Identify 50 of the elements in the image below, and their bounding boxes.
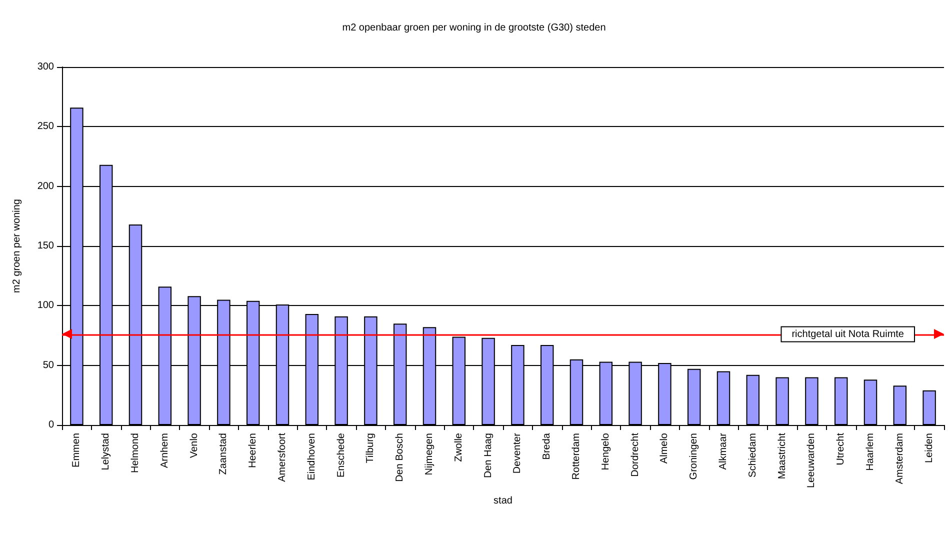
bar [746, 374, 760, 425]
x-tick-label: Enschede [336, 432, 347, 478]
x-tick-label: Leiden [924, 433, 935, 464]
y-tick-label: 250 [37, 121, 54, 132]
x-tick-label: Helmond [130, 433, 141, 474]
x-tick-label: Amersfoort [277, 432, 288, 482]
x-tick-label: Hengelo [600, 432, 612, 470]
bar [805, 377, 818, 425]
x-tick-label: Heerlen [248, 433, 259, 468]
x-tick-label: Den Bosch [394, 433, 406, 482]
bar [776, 377, 789, 425]
x-tick-label: Breda [542, 432, 553, 460]
x-tick-label: Tilburg [365, 433, 376, 464]
x-tick-label: Lelystad [100, 433, 112, 470]
x-tick-label: Utrecht [836, 432, 847, 466]
y-tick-label: 150 [37, 240, 54, 252]
x-tick-label: Haarlem [865, 433, 876, 471]
bar [893, 386, 907, 425]
chart-title: m2 openbaar groen per woning in de grootste (G30) steden [342, 22, 606, 34]
bar [834, 377, 848, 425]
y-tick-label: 300 [37, 62, 54, 72]
x-tick-label: Eindhoven [306, 433, 318, 480]
x-tick-label: Dordrecht [630, 432, 641, 477]
x-tick-label: Arnhem [159, 433, 170, 468]
x-tick-label: Emmen [71, 433, 82, 468]
bar [687, 368, 701, 425]
y-tick-label: 50 [42, 360, 54, 371]
x-tick-label: Nijmegen [424, 433, 435, 476]
x-tick-label: Amsterdam [894, 433, 906, 484]
ref-line-label: richtgetal uit Nota Ruimte [792, 328, 904, 340]
x-tick-label: Den Haag [482, 433, 494, 478]
y-tick-label: 200 [37, 180, 54, 192]
x-tick-label: Rotterdam [571, 433, 582, 480]
x-tick-label: Zaanstad [218, 433, 230, 475]
bar [864, 380, 878, 425]
x-tick-label: Deventer [512, 432, 524, 474]
x-tick-label: Leeuwarden [806, 433, 818, 488]
x-tick-label: Almelo [659, 432, 670, 464]
bar [716, 371, 730, 425]
bar [922, 390, 936, 425]
x-tick-label: Schiedam [747, 433, 758, 478]
x-tick-label: Groningen [688, 433, 700, 480]
x-tick-label: Venlo [188, 432, 200, 458]
x-tick-label: Alkmaar [718, 432, 729, 470]
y-axis-title: m2 groen per woning [12, 199, 22, 293]
y-tick-label: 0 [48, 420, 54, 430]
x-axis-title: stad [494, 495, 512, 506]
x-tick-label: Maastricht [776, 432, 788, 480]
y-tick-label: 100 [37, 300, 54, 312]
x-tick-label: Zwolle [453, 432, 464, 462]
